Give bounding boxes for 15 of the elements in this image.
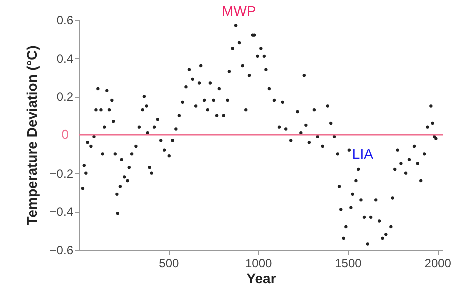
ref-line-label: 0 [62, 127, 69, 142]
y-tick-label: 0.2 [56, 90, 74, 104]
x-tick-label: 1500 [335, 256, 362, 270]
x-tick-label: 2000 [424, 256, 452, 270]
y-tick-label: −0.6 [50, 244, 74, 258]
y-tick-label: 0.4 [56, 52, 74, 66]
y-axis-title: Temperature Deviation (°C) [24, 46, 40, 226]
text: MWP [222, 3, 256, 19]
y-tick-label: −0.2 [50, 166, 74, 181]
y-tick-label: −0.4 [50, 205, 74, 220]
x-tick-label: 1000 [245, 256, 272, 270]
x-tick-label: 500 [159, 256, 180, 270]
annotation: LIA [352, 146, 374, 162]
x-axis-title: Year [246, 270, 277, 286]
y-tick-label: 0.6 [56, 14, 74, 28]
